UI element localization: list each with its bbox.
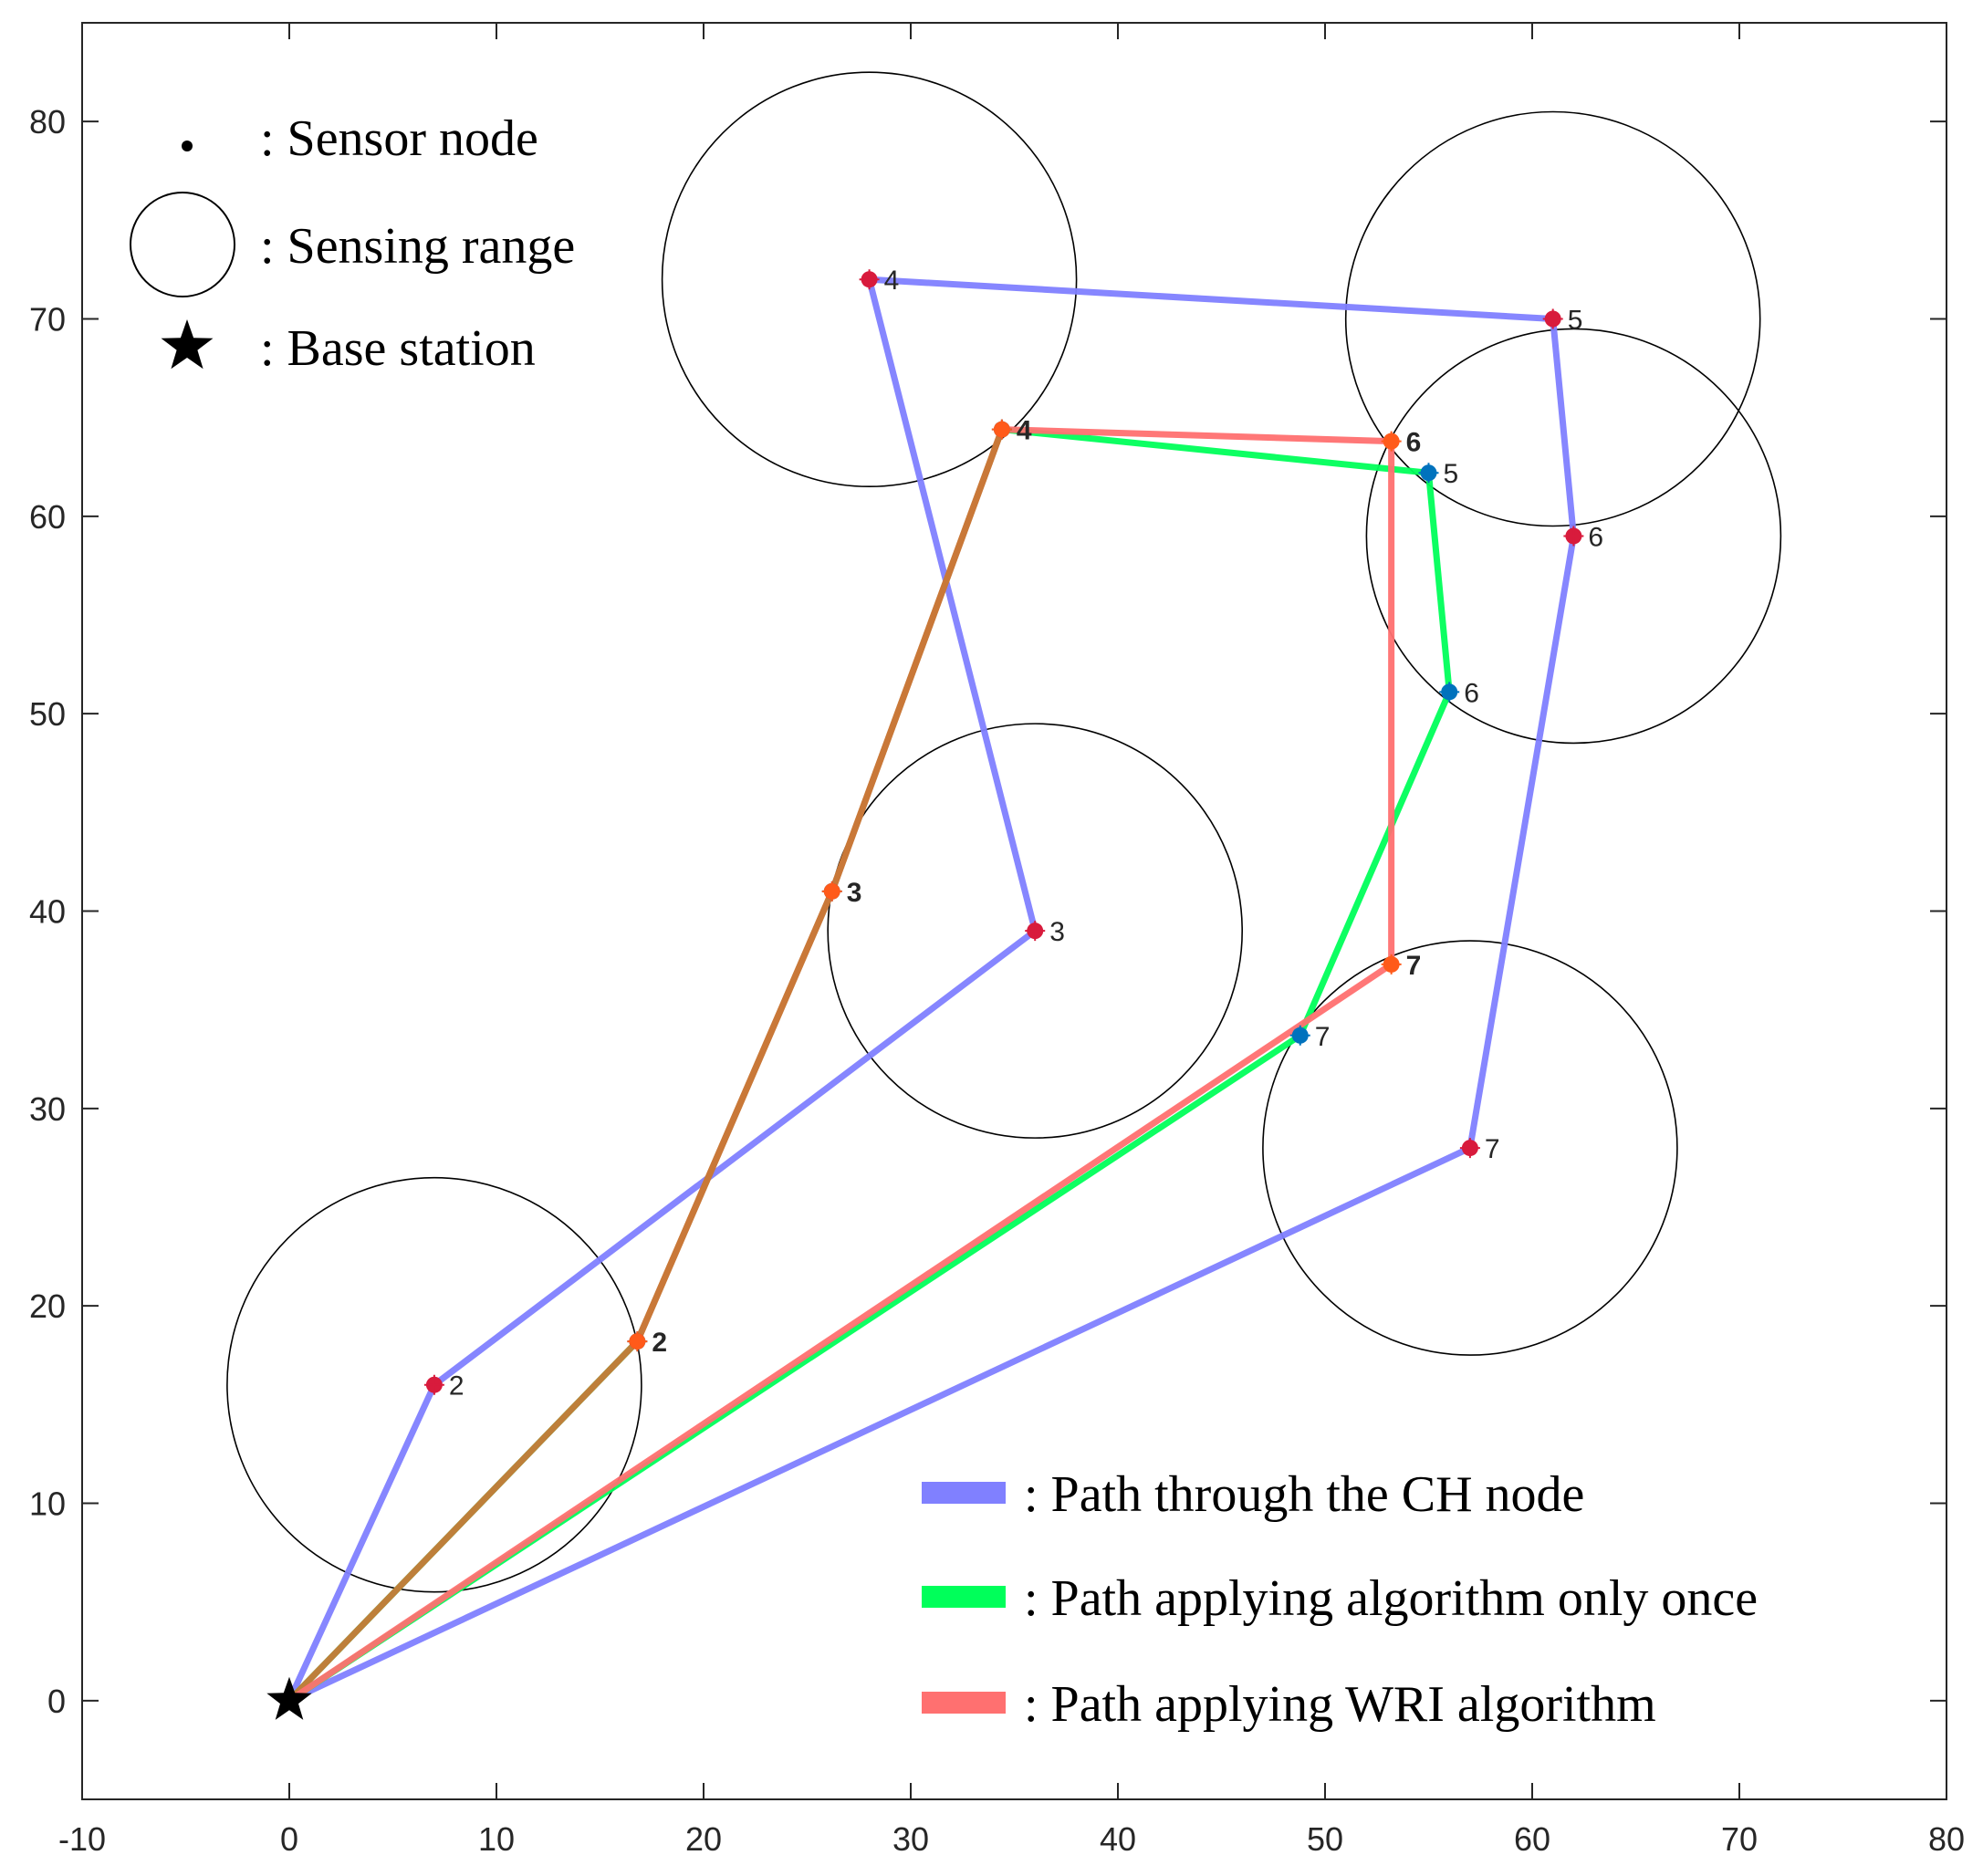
sensing-range-circle <box>661 71 1078 488</box>
sensor-node-cross <box>1381 954 1402 974</box>
sensing-range-circle <box>1262 940 1678 1356</box>
node-label: 3 <box>1049 917 1065 947</box>
node-label: 5 <box>1444 459 1459 489</box>
sensor-node-cross <box>1459 1138 1480 1159</box>
sensing-range-circle <box>226 1176 642 1593</box>
path-segment-3 <box>286 1338 641 1704</box>
axes-layer: -10 0 10 20 30 40 50 60 70 80 0 10 20 30 40 50 60 70 80 <box>29 22 1965 1858</box>
node-label: 2 <box>449 1371 464 1402</box>
path-segment-2 <box>998 426 1432 476</box>
path-segment-3 <box>633 888 836 1345</box>
path-segment-1 <box>866 276 1557 322</box>
path-segment-1 <box>866 276 1038 934</box>
node-label: 5 <box>1568 306 1583 336</box>
sensing-range-circle <box>1344 110 1761 527</box>
x-tick-label: -10 <box>58 1820 106 1858</box>
path-segment-3 <box>998 426 1395 445</box>
y-tick-label: 10 <box>29 1485 66 1523</box>
sensor-node-cross <box>1563 526 1584 547</box>
node-label: 7 <box>1485 1134 1500 1164</box>
legend-sensing-range-circle <box>130 192 235 297</box>
legend-path-text: : Path applying algorithm only once <box>1024 1570 1758 1627</box>
sensing-range-circle <box>827 723 1243 1139</box>
y-tick-label: 20 <box>29 1287 66 1325</box>
sensor-node-cross <box>1542 308 1563 329</box>
path-segment-2 <box>1297 688 1453 1039</box>
path-segment-2 <box>1425 469 1453 695</box>
sensor-node-cross <box>627 1331 648 1352</box>
path-segment-1 <box>286 1144 1474 1704</box>
y-tick-label: 80 <box>29 103 66 141</box>
path-segment-1 <box>431 927 1038 1389</box>
path-segment-3 <box>286 961 1395 1704</box>
x-tick-label: 70 <box>1721 1820 1758 1858</box>
x-tick-label: 0 <box>280 1820 298 1858</box>
node-label: 4 <box>884 266 900 296</box>
sensor-node-cross <box>1439 682 1460 703</box>
base-station-star <box>266 1676 312 1720</box>
node-label: 2 <box>652 1328 667 1358</box>
path-layer <box>286 276 1577 1704</box>
node-label: 3 <box>847 878 862 908</box>
x-tick-label: 20 <box>685 1820 722 1858</box>
y-tick-label: 70 <box>29 301 66 339</box>
legend-path-text: : Path through the CH node <box>1024 1466 1584 1523</box>
node-label: 4 <box>1017 416 1032 446</box>
legend-path-swatch <box>922 1692 1006 1714</box>
sensor-node-cross <box>1418 463 1439 484</box>
legend-base-station-star <box>161 319 214 370</box>
legend-symbol-text: : Base station <box>260 320 536 377</box>
sensing-range-layer <box>226 71 1782 1593</box>
x-tick-label: 60 <box>1514 1820 1550 1858</box>
y-tick-label: 30 <box>29 1090 66 1128</box>
node-label: 6 <box>1406 428 1422 458</box>
legend-symbol-text: : Sensing range <box>260 218 575 275</box>
y-tick-label: 40 <box>29 893 66 931</box>
x-tick-label: 40 <box>1100 1820 1136 1858</box>
node-label: 7 <box>1406 951 1422 981</box>
legend-path-swatch <box>922 1586 1006 1608</box>
marker-layer <box>266 269 1584 1720</box>
x-tick-label: 50 <box>1307 1820 1343 1858</box>
sensing-range-circle <box>1365 328 1782 745</box>
path-segment-1 <box>286 1381 438 1704</box>
path-segment-1 <box>1550 316 1577 539</box>
node-label: 6 <box>1464 678 1479 708</box>
sensor-node-cross <box>423 1374 444 1395</box>
path-segment-1 <box>1466 532 1577 1152</box>
x-tick-label: 30 <box>892 1820 929 1858</box>
x-tick-label: 10 <box>478 1820 515 1858</box>
sensor-node-cross <box>991 419 1012 440</box>
sensor-node-cross <box>859 269 880 290</box>
y-tick-label: 60 <box>29 498 66 536</box>
node-label: 7 <box>1315 1022 1331 1052</box>
sensor-node-cross <box>821 881 842 902</box>
sensor-node-cross <box>1289 1025 1310 1046</box>
legend-symbol-text: : Sensor node <box>260 110 538 167</box>
y-tick-label: 0 <box>47 1683 66 1720</box>
x-tick-label: 80 <box>1928 1820 1965 1858</box>
legend-path-text: : Path applying WRI algorithm <box>1024 1676 1656 1733</box>
node-label: 6 <box>1588 522 1603 552</box>
legend-sensor-node-dot <box>182 141 193 151</box>
sensor-node-cross <box>1381 431 1402 452</box>
y-tick-label: 50 <box>29 695 66 733</box>
sensor-node-cross <box>1025 921 1046 942</box>
path-segment-3 <box>829 426 1006 895</box>
legend-layer: : Sensor node : Sensing range : Base stati… <box>130 110 1758 1733</box>
legend-path-swatch <box>922 1482 1006 1504</box>
